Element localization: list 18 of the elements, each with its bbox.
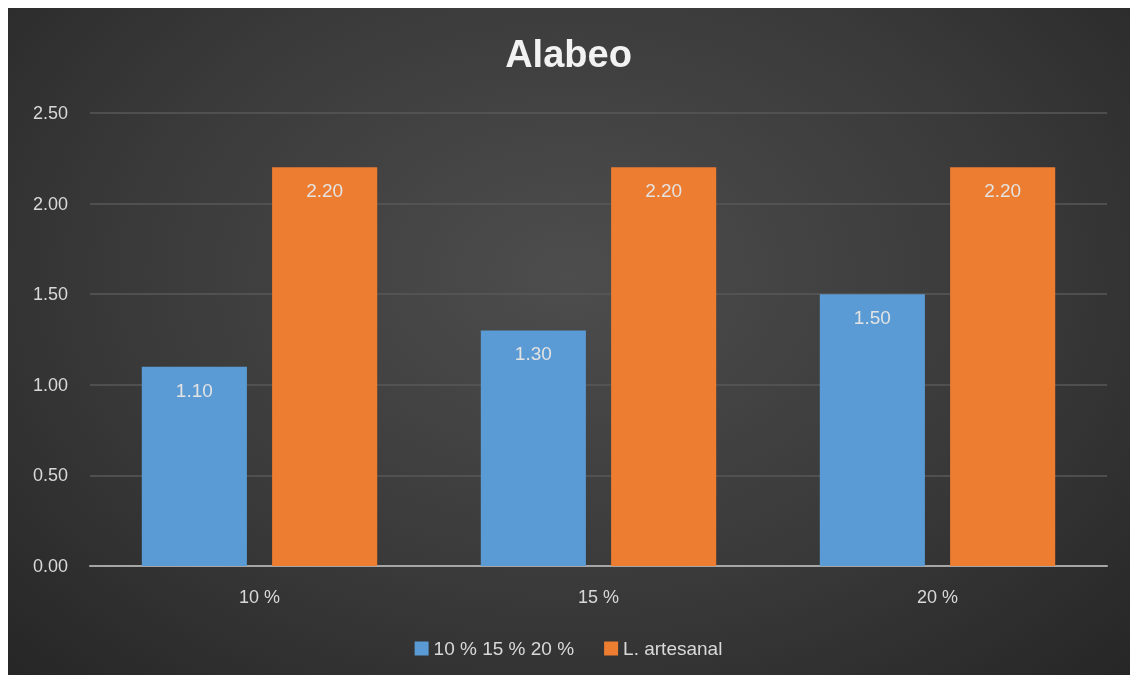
x-tick-label: 20 % <box>916 587 959 607</box>
x-tick-label: 15 % <box>577 587 620 607</box>
data-label: 1.30 <box>514 343 552 365</box>
y-tick-label: 0.00 <box>32 556 68 576</box>
legend-label: 10 % 15 % 20 % <box>433 638 575 659</box>
y-tick-label: 2.00 <box>32 193 68 214</box>
y-tick-label: 1.50 <box>32 284 68 305</box>
data-label: 1.50 <box>853 307 891 329</box>
y-tick-label: 1.00 <box>32 374 68 395</box>
y-tick-label: 2.50 <box>32 103 68 123</box>
data-label: 2.20 <box>306 180 344 202</box>
chart-title: Alabeo <box>505 33 632 75</box>
legend-label: L. artesanal <box>623 638 723 659</box>
data-label: 2.20 <box>645 180 683 202</box>
y-tick-label: 0.50 <box>32 465 68 486</box>
data-label: 1.10 <box>175 379 213 401</box>
x-tick-label: 10 % <box>238 587 281 607</box>
data-label: 2.20 <box>984 180 1022 202</box>
